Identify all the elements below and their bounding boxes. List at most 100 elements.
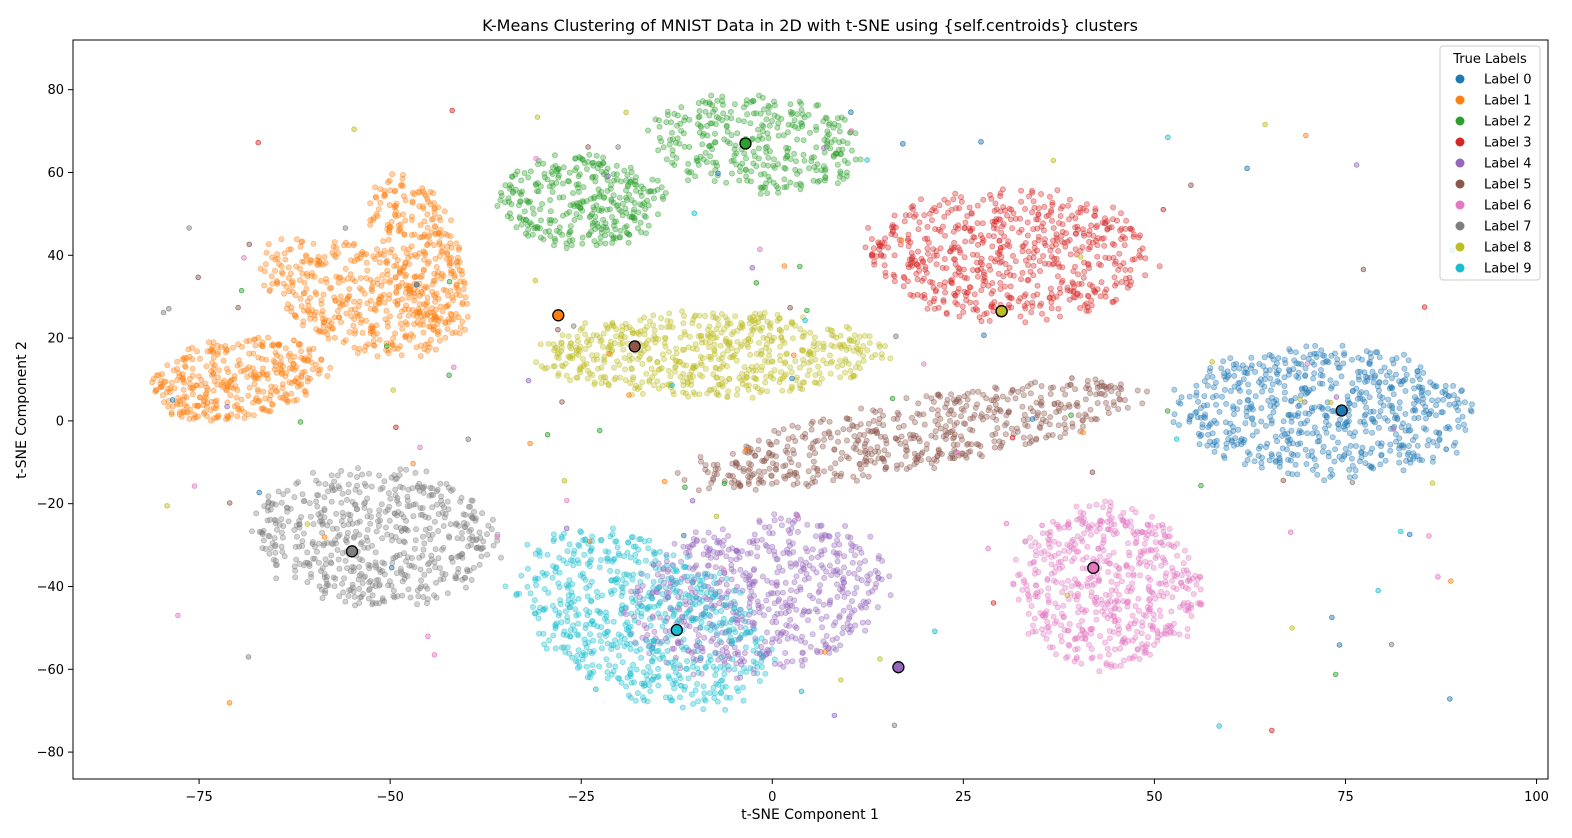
- data-point: [317, 277, 324, 284]
- data-point: [773, 635, 780, 642]
- data-point: [1296, 427, 1303, 434]
- data-point: [1025, 610, 1032, 617]
- data-point: [1310, 385, 1317, 392]
- data-point: [1185, 585, 1192, 592]
- data-point: [342, 265, 349, 272]
- data-point: [208, 372, 215, 379]
- data-point: [1055, 305, 1062, 312]
- data-point: [461, 326, 468, 333]
- data-point: [533, 181, 540, 188]
- data-point: [1204, 382, 1211, 389]
- data-point: [1311, 361, 1318, 368]
- data-point: [710, 159, 717, 166]
- data-point: [779, 567, 786, 574]
- data-point: [1110, 216, 1117, 223]
- data-point: [408, 216, 415, 223]
- data-point: [524, 221, 531, 228]
- data-point: [575, 173, 582, 180]
- data-point: [453, 240, 460, 247]
- data-point: [309, 539, 316, 546]
- data-point: [1284, 430, 1291, 437]
- data-point: [579, 156, 586, 163]
- data-point: [268, 273, 275, 280]
- data-point: [301, 355, 308, 362]
- data-point: [889, 228, 896, 235]
- data-point: [1069, 423, 1076, 430]
- data-point: [346, 292, 353, 299]
- data-point: [417, 353, 424, 360]
- data-point: [361, 347, 368, 354]
- data-point: [593, 202, 600, 209]
- data-point: [1350, 387, 1357, 394]
- data-point: [429, 281, 436, 288]
- data-point: [1048, 553, 1055, 560]
- data-point: [422, 251, 429, 258]
- data-point: [1223, 444, 1230, 451]
- data-point: [285, 274, 292, 281]
- data-point: [1158, 588, 1165, 595]
- data-point: [1349, 356, 1356, 363]
- data-point: [1036, 258, 1043, 265]
- data-point: [282, 345, 289, 352]
- data-point: [273, 388, 280, 395]
- data-point: [453, 284, 460, 291]
- data-point: [874, 443, 881, 450]
- data-point: [1224, 374, 1231, 381]
- data-point: [810, 565, 817, 572]
- data-point: [370, 216, 377, 223]
- data-point: [704, 122, 711, 129]
- data-point: [692, 529, 699, 536]
- data-point: [1292, 461, 1299, 468]
- data-point: [1398, 424, 1405, 431]
- data-point: [822, 173, 829, 180]
- data-point: [1349, 380, 1356, 387]
- data-point: [395, 222, 402, 229]
- data-point: [600, 216, 607, 223]
- data-point: [271, 366, 278, 373]
- data-point: [886, 573, 893, 580]
- data-point: [728, 170, 735, 177]
- data-point: [153, 372, 160, 379]
- data-point: [656, 123, 663, 130]
- data-point: [723, 644, 730, 651]
- data-point: [773, 579, 780, 586]
- data-point: [423, 306, 430, 313]
- data-point: [763, 543, 770, 550]
- data-point: [418, 288, 425, 295]
- data-point: [1358, 449, 1365, 456]
- data-point: [168, 409, 175, 416]
- data-point: [1093, 609, 1100, 616]
- data-point: [734, 619, 741, 626]
- data-point: [987, 266, 994, 273]
- data-point: [960, 308, 967, 315]
- data-point: [1374, 349, 1381, 356]
- series-label-3: [862, 186, 1163, 326]
- data-point: [306, 375, 313, 382]
- data-point: [386, 517, 393, 524]
- data-point: [1351, 473, 1358, 480]
- data-point: [1055, 247, 1062, 254]
- data-point: [1400, 444, 1407, 451]
- data-point: [1416, 384, 1423, 391]
- data-point: [813, 144, 820, 151]
- data-point: [428, 229, 435, 236]
- data-point: [1170, 584, 1177, 591]
- data-point: [439, 501, 446, 508]
- data-point: [1309, 407, 1316, 414]
- data-point: [368, 283, 375, 290]
- data-point: [405, 285, 412, 292]
- data-point: [295, 340, 302, 347]
- data-point: [1384, 417, 1391, 424]
- data-point: [969, 388, 976, 395]
- data-point: [1124, 404, 1131, 411]
- data-point: [402, 259, 409, 266]
- data-point: [180, 396, 187, 403]
- data-point: [809, 479, 816, 486]
- data-point: [1243, 369, 1250, 376]
- data-point: [635, 209, 642, 216]
- data-point: [576, 199, 583, 206]
- data-point: [1234, 441, 1241, 448]
- data-point: [974, 220, 981, 227]
- data-point: [785, 527, 792, 534]
- data-point: [1410, 450, 1417, 457]
